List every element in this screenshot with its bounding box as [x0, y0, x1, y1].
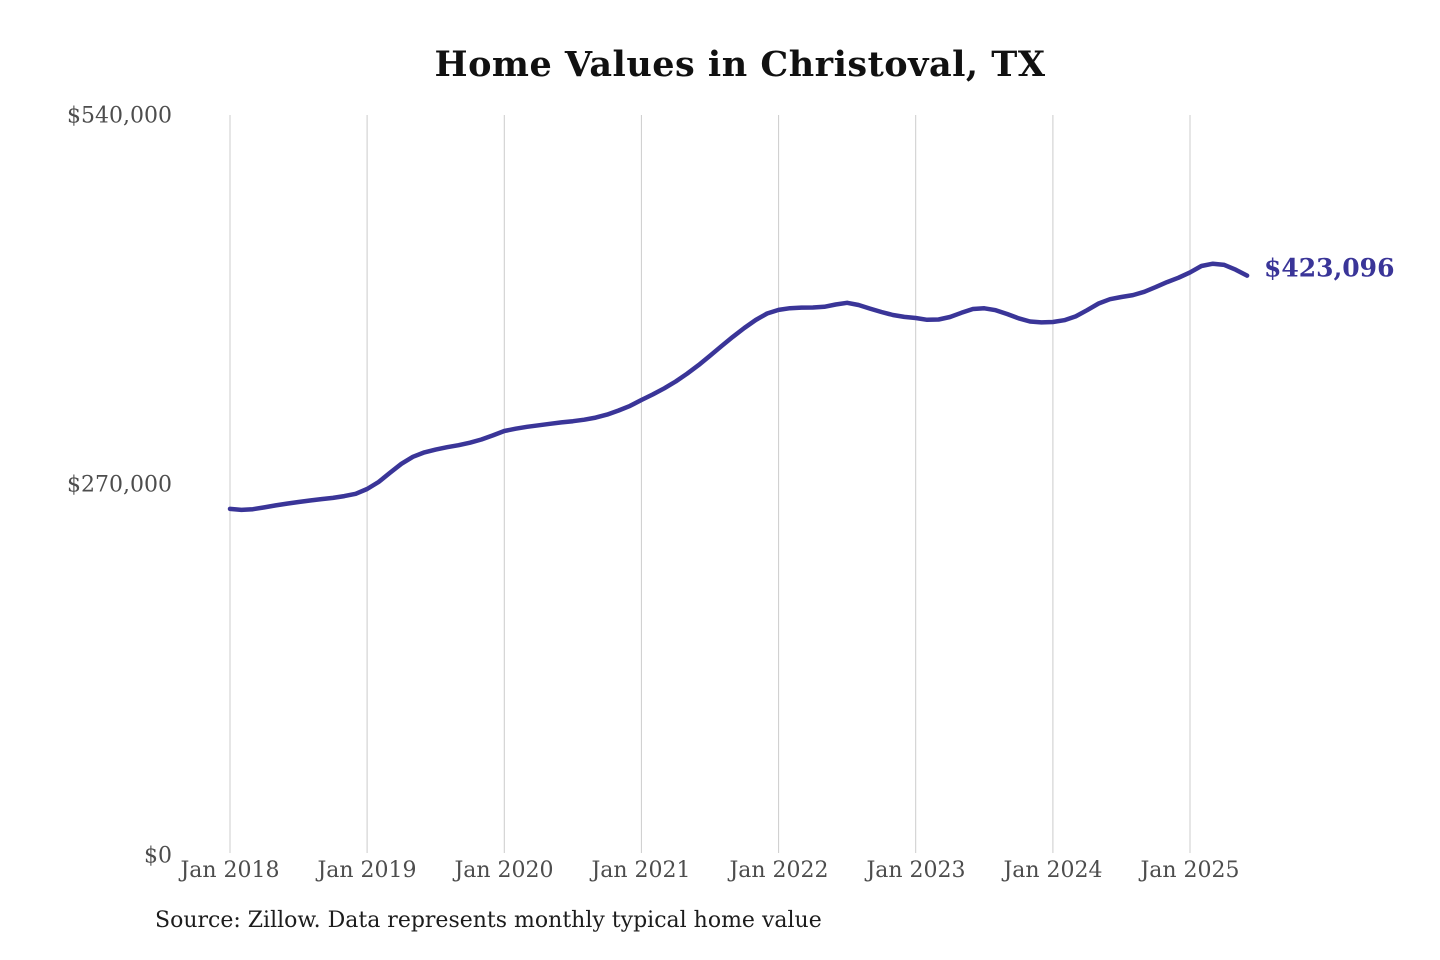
- x-tick-jan-2018: Jan 2018: [180, 858, 280, 883]
- y-tick-540000: $540,000: [67, 103, 172, 129]
- x-tick-jan-2023: Jan 2023: [866, 858, 966, 883]
- y-tick-270000: $270,000: [67, 472, 172, 498]
- vertical-gridlines: [229, 115, 1191, 853]
- x-tick-jan-2022: Jan 2022: [729, 858, 829, 883]
- source-note: Source: Zillow. Data represents monthly …: [155, 908, 822, 933]
- latest-value-label: $423,096: [1264, 253, 1395, 283]
- y-tick-0: $0: [144, 843, 172, 869]
- x-tick-jan-2020: Jan 2020: [454, 858, 554, 883]
- x-tick-jan-2025: Jan 2025: [1140, 858, 1240, 883]
- x-tick-jan-2021: Jan 2021: [591, 858, 691, 883]
- x-tick-jan-2019: Jan 2019: [317, 858, 417, 883]
- home-value-series-line: [227, 261, 1250, 513]
- x-tick-jan-2024: Jan 2024: [1003, 858, 1103, 883]
- chart-title: Home Values in Christoval, TX: [434, 44, 1046, 85]
